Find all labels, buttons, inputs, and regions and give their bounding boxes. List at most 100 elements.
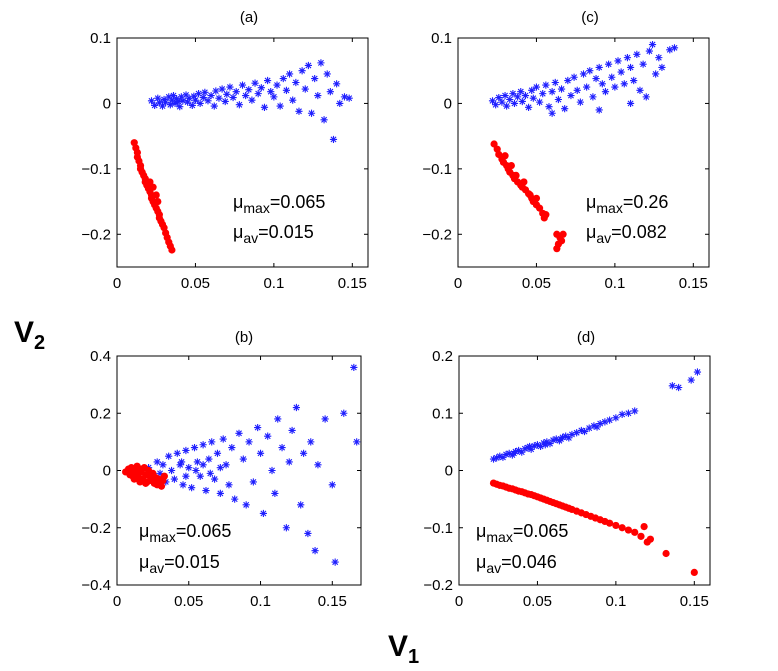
panel-d-title: (d) (577, 329, 595, 346)
star-point (498, 98, 506, 106)
panel-a-title: (a) (240, 9, 258, 26)
star-point (307, 109, 316, 117)
x-tick-label: 0 (454, 275, 462, 292)
star-point (245, 86, 253, 94)
dot-point (542, 211, 550, 219)
star-point (260, 103, 269, 111)
star-point (564, 76, 572, 85)
star-point (488, 97, 497, 105)
star-point (506, 95, 514, 104)
dot-point (532, 194, 541, 202)
star-point (670, 44, 679, 52)
star-point (151, 101, 159, 109)
star-point (216, 489, 224, 497)
star-point (326, 88, 334, 96)
star-point (165, 452, 173, 460)
star-point (353, 438, 361, 446)
star-point (590, 422, 598, 430)
star-point (276, 102, 284, 110)
star-point (314, 461, 322, 469)
star-point (532, 83, 541, 91)
x-tick-label: 0.15 (680, 593, 709, 610)
star-point (174, 97, 182, 106)
star-point (167, 466, 176, 475)
panel-b-ticks: 0 0.05 0.1 0.15 −0.4 −0.2 0 0.2 0.4 (81, 348, 361, 610)
dot-point (154, 197, 162, 206)
star-point (173, 449, 181, 457)
star-point (618, 410, 626, 418)
star-point (311, 547, 319, 555)
star-point (153, 458, 161, 466)
star-point (596, 419, 604, 428)
dot-point (157, 482, 166, 490)
star-point (633, 50, 641, 58)
star-point (652, 70, 660, 78)
star-point (190, 92, 198, 100)
y-tick-label: 0 (445, 463, 453, 480)
star-point (598, 80, 606, 88)
y-axis-label: V2 (14, 316, 45, 354)
star-point (268, 466, 276, 475)
star-point (333, 80, 341, 88)
panel-c-plot-frame (457, 37, 710, 268)
star-point (630, 76, 638, 85)
dot-point (507, 161, 515, 170)
star-point (329, 135, 338, 144)
star-point (173, 95, 181, 103)
panel-b-mu-max: μmax=0.065 (139, 521, 231, 545)
dot-point (520, 178, 528, 186)
star-point (199, 441, 207, 449)
y-tick-label: 0.2 (432, 348, 453, 365)
star-point (185, 94, 193, 102)
panel-d-ticks: 0 0.05 0.1 0.15 −0.2 −0.1 0 0.1 0.2 (423, 348, 710, 610)
star-point (232, 88, 240, 96)
panel-c-marks (488, 40, 679, 253)
dot-point (612, 521, 620, 530)
star-point (515, 446, 523, 455)
y-tick-label: 0 (103, 95, 111, 112)
star-point (612, 414, 620, 422)
star-point (154, 94, 162, 102)
star-point (271, 489, 279, 497)
star-point (223, 90, 231, 98)
star-point (259, 509, 267, 518)
star-point (589, 93, 597, 101)
star-point (542, 81, 550, 89)
x-tick-label: 0.1 (604, 275, 625, 292)
star-point (256, 449, 265, 457)
star-point (168, 96, 176, 104)
star-point (577, 426, 585, 435)
star-point (631, 407, 639, 415)
star-point (548, 109, 556, 117)
star-point (636, 86, 644, 94)
y-tick-label: 0.1 (431, 30, 452, 47)
star-point (543, 438, 551, 446)
star-point (185, 464, 193, 472)
star-point (257, 84, 265, 92)
star-point (210, 102, 218, 110)
star-point (190, 444, 199, 452)
star-point (666, 46, 674, 54)
star-point (545, 103, 553, 111)
x-tick-label: 0.15 (318, 593, 347, 610)
star-point (176, 103, 184, 111)
star-point (510, 449, 518, 457)
dot-point (559, 230, 567, 238)
star-point (202, 486, 210, 495)
star-point (196, 99, 204, 108)
star-point (501, 91, 509, 100)
star-point (162, 98, 170, 106)
dot-point (168, 246, 176, 254)
star-point (314, 91, 322, 100)
star-point (323, 70, 331, 78)
star-point (221, 97, 229, 106)
star-point (289, 96, 297, 104)
star-point (617, 68, 625, 76)
star-point (196, 472, 204, 480)
star-point (340, 409, 348, 417)
star-point (658, 63, 666, 72)
dot-point (130, 475, 138, 483)
y-tick-label: −0.4 (81, 577, 111, 594)
y-tick-label: 0 (444, 95, 452, 112)
star-point (188, 484, 196, 492)
